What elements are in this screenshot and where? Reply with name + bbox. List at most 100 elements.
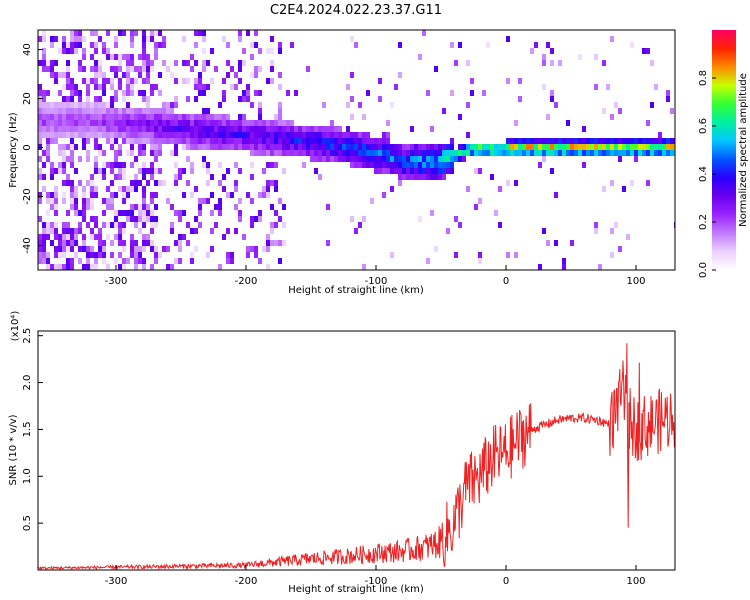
spectrogram-cell xyxy=(202,156,206,162)
spectrogram-cell xyxy=(454,156,458,162)
spectrogram-cell xyxy=(134,108,138,114)
spectrogram-cell xyxy=(506,36,510,42)
spectrogram-cell xyxy=(54,210,58,216)
spectrogram-cell xyxy=(122,30,126,36)
spectrogram-cell xyxy=(486,150,490,156)
spectrogram-cell xyxy=(654,84,658,90)
spectrogram-cell xyxy=(82,36,86,42)
spectrogram-cell xyxy=(482,144,486,150)
spectrogram-cell xyxy=(422,168,426,174)
spectrogram-cell xyxy=(370,156,374,162)
spectrogram-cell xyxy=(146,96,150,102)
y-tick-label: 0 xyxy=(22,144,33,150)
spectrogram-cell xyxy=(418,150,422,156)
spectrogram-cell xyxy=(90,186,94,192)
spectrogram-cell xyxy=(322,102,326,108)
spectrogram-cell xyxy=(182,126,186,132)
spectrogram-cell xyxy=(358,150,362,156)
spectrogram-cell xyxy=(354,150,358,156)
spectrogram-cell xyxy=(130,66,134,72)
spectrogram-cell xyxy=(38,102,42,108)
y-tick-label: 40 xyxy=(22,43,33,56)
spectrogram-cell xyxy=(278,198,282,204)
spectrogram-cell xyxy=(126,60,130,66)
spectrogram-cell xyxy=(502,144,506,150)
spectrogram-cell xyxy=(106,102,110,108)
spectrogram-cell xyxy=(114,258,118,264)
spectrogram-cell xyxy=(50,132,54,138)
spectrogram-cell xyxy=(614,102,618,108)
spectrogram-cell xyxy=(602,150,606,156)
spectrogram-cell xyxy=(262,138,266,144)
spectrogram-cell xyxy=(454,150,458,156)
spectrogram-cell xyxy=(262,186,266,192)
spectrogram-cell xyxy=(662,144,666,150)
spectrogram-cell xyxy=(54,120,58,126)
spectrogram-cell xyxy=(650,150,654,156)
spectrogram-cell xyxy=(122,138,126,144)
spectrogram-cell xyxy=(658,144,662,150)
spectrogram-cell xyxy=(150,126,154,132)
spectrogram-cell xyxy=(410,168,414,174)
spectrogram-cell xyxy=(522,150,526,156)
spectrogram-cell xyxy=(446,156,450,162)
spectrogram-cell xyxy=(50,114,54,120)
spectrogram-cell xyxy=(258,210,262,216)
spectrogram-cell xyxy=(186,126,190,132)
spectrogram-y-label: Frequency (Hz) xyxy=(8,112,19,188)
spectrogram-cell xyxy=(238,198,242,204)
spectrogram-cell xyxy=(322,138,326,144)
spectrogram-cell xyxy=(62,240,66,246)
spectrogram-cell xyxy=(458,156,462,162)
spectrogram-cell xyxy=(266,144,270,150)
spectrogram-cell xyxy=(70,78,74,84)
spectrogram-cell xyxy=(234,162,238,168)
spectrogram-cell xyxy=(170,126,174,132)
spectrogram-cell xyxy=(266,186,270,192)
spectrogram-cell xyxy=(218,210,222,216)
spectrogram-cell xyxy=(554,102,558,108)
spectrogram-cell xyxy=(286,138,290,144)
spectrogram-cell xyxy=(474,168,478,174)
spectrogram-cell xyxy=(98,108,102,114)
spectrogram-cell xyxy=(246,246,250,252)
spectrogram-cell xyxy=(158,114,162,120)
spectrogram-cell xyxy=(518,138,522,144)
spectrogram-cell xyxy=(362,138,366,144)
spectrogram-cell xyxy=(70,144,74,150)
spectrogram-cell xyxy=(670,138,674,144)
spectrogram-cell xyxy=(518,144,522,150)
spectrogram-cell xyxy=(274,132,278,138)
spectrogram-cell xyxy=(250,198,254,204)
spectrogram-cell xyxy=(162,60,166,66)
spectrogram-cell xyxy=(490,150,494,156)
spectrogram-cell xyxy=(82,120,86,126)
spectrogram-cell xyxy=(266,234,270,240)
spectrogram-cell xyxy=(98,72,102,78)
spectrogram-cell xyxy=(238,144,242,150)
spectrogram-cell xyxy=(106,204,110,210)
spectrogram-cell xyxy=(546,114,550,120)
spectrogram-cell xyxy=(578,138,582,144)
spectrogram-cell xyxy=(66,234,70,240)
spectrogram-cell xyxy=(450,168,454,174)
spectrogram-cell xyxy=(558,60,562,66)
spectrogram-cell xyxy=(70,126,74,132)
spectrogram-cell xyxy=(254,216,258,222)
spectrogram-cell xyxy=(442,174,446,180)
spectrogram-cell xyxy=(378,150,382,156)
spectrogram-cell xyxy=(54,234,58,240)
spectrogram-cell xyxy=(166,102,170,108)
spectrogram-cell xyxy=(202,36,206,42)
spectrogram-cell xyxy=(426,90,430,96)
spectrogram-cell xyxy=(70,120,74,126)
spectrogram-cell xyxy=(194,96,198,102)
spectrogram-cell xyxy=(406,162,410,168)
spectrogram-cell xyxy=(226,138,230,144)
spectrogram-cell xyxy=(106,126,110,132)
spectrogram-cell xyxy=(54,60,58,66)
spectrogram-cell xyxy=(542,54,546,60)
spectrogram-cell xyxy=(94,30,98,36)
spectrogram-cell xyxy=(142,168,146,174)
